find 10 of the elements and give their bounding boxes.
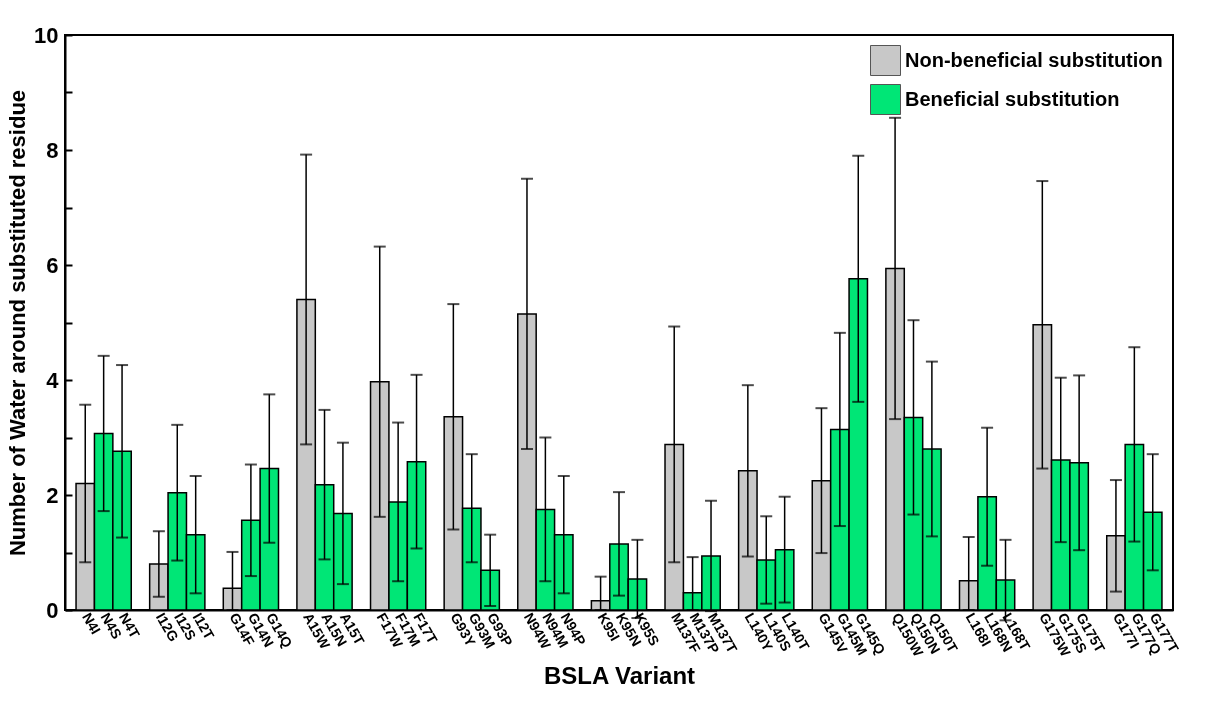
x-axis-title: BSLA Variant — [543, 662, 696, 690]
y-tick-label: 10 — [34, 22, 59, 48]
y-tick-label: 2 — [46, 482, 59, 508]
y-tick-label: 8 — [46, 137, 59, 163]
legend-label: Non-beneficial substitution — [905, 48, 1163, 71]
y-tick-label: 0 — [46, 597, 59, 623]
y-axis-title: Number of Water around substituted residue — [5, 89, 31, 557]
y-tick-label: 4 — [46, 367, 60, 393]
y-tick-label: 6 — [46, 252, 59, 278]
legend-label: Beneficial substitution — [905, 87, 1120, 110]
